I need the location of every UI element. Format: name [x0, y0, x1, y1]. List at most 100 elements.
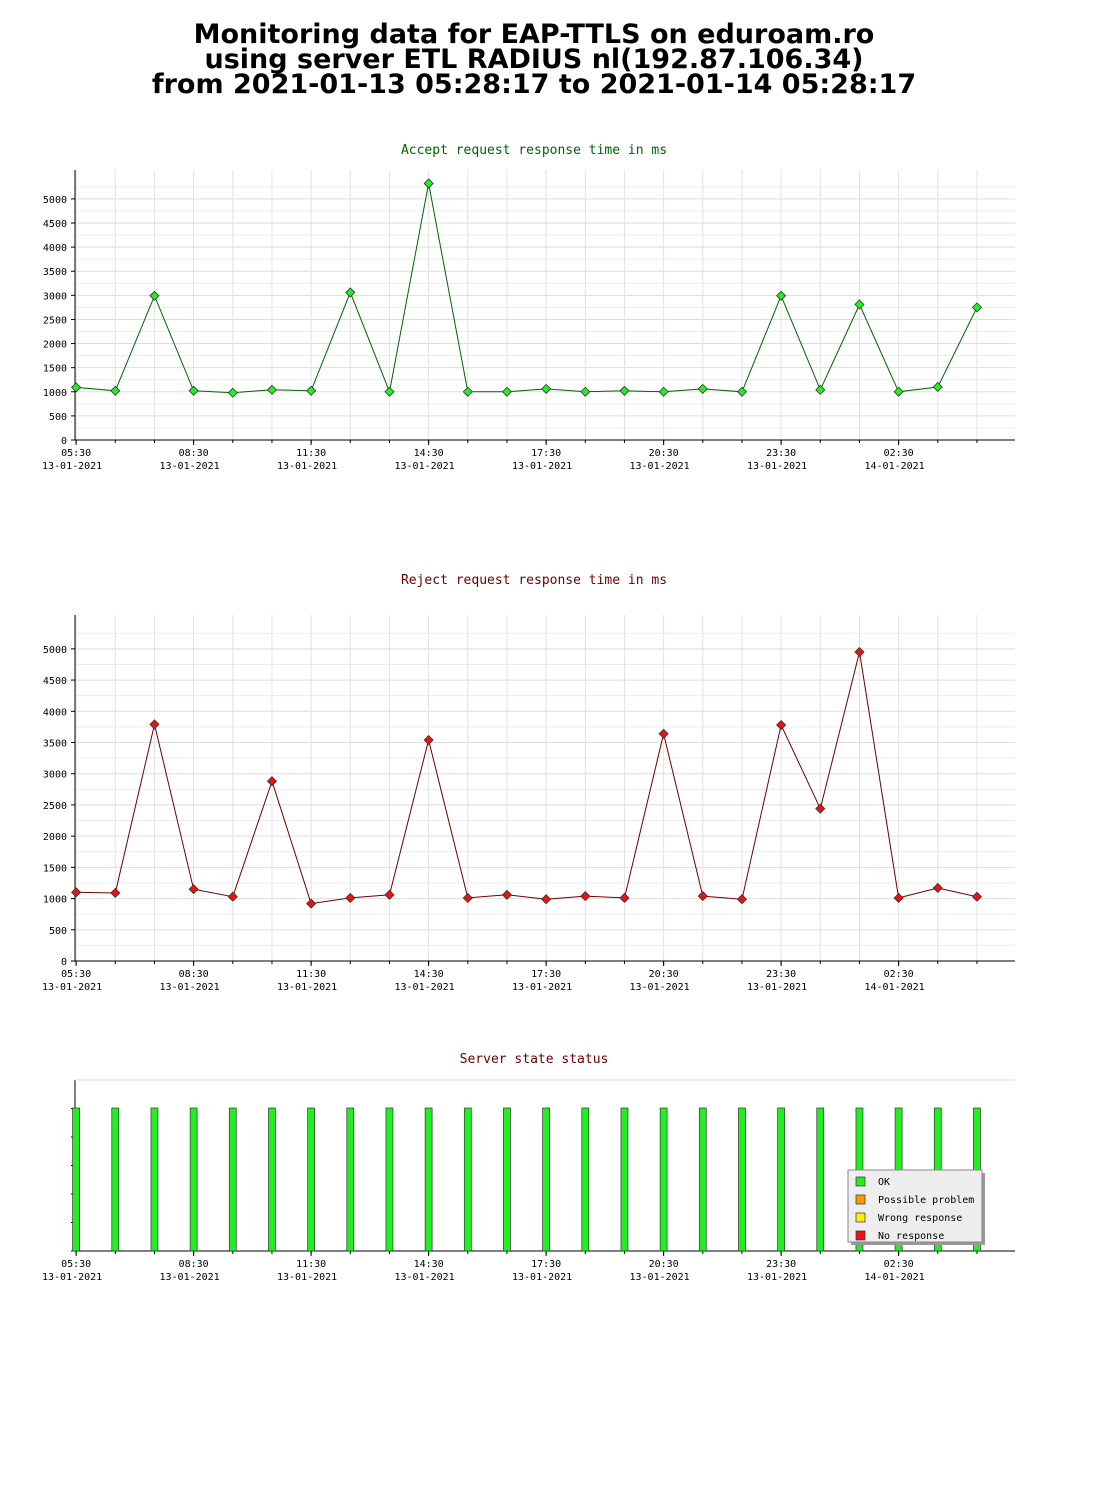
data-point	[815, 803, 826, 814]
x-tick-date: 13-01-2021	[160, 982, 220, 993]
status-bar	[268, 1107, 276, 1252]
status-bar	[385, 1107, 394, 1252]
title-line-1: Monitoring data for EAP-TTLS on eduroam.…	[193, 19, 875, 50]
data-point	[697, 383, 708, 394]
x-tick-time: 17:30	[531, 448, 561, 459]
data-point	[227, 891, 238, 902]
status-bar	[738, 1107, 746, 1252]
legend-swatch	[855, 1212, 866, 1223]
x-tick-date: 14-01-2021	[865, 1272, 925, 1283]
status-bar	[542, 1107, 550, 1252]
data-point	[932, 381, 943, 393]
x-tick-date: 13-01-2021	[160, 461, 220, 472]
data-point	[697, 891, 708, 902]
x-tick-date: 14-01-2021	[865, 982, 925, 993]
status-bar	[463, 1107, 472, 1252]
title-line-2: using server ETL RADIUS nl(192.87.106.34…	[204, 44, 864, 75]
x-tick-date: 13-01-2021	[512, 1272, 572, 1283]
y-tick-label: 4000	[43, 707, 67, 718]
data-point	[854, 646, 865, 658]
legend-label: OK	[878, 1177, 890, 1188]
y-tick-label: 2500	[43, 315, 67, 326]
data-point	[971, 891, 983, 902]
y-tick-label: 3500	[43, 267, 67, 278]
x-tick-date: 13-01-2021	[42, 982, 102, 993]
data-point	[932, 882, 943, 894]
data-point	[110, 887, 121, 899]
x-tick-date: 13-01-2021	[277, 1272, 337, 1283]
y-tick-label: 4500	[43, 219, 67, 230]
data-point	[188, 884, 199, 895]
data-point	[188, 385, 199, 396]
status-bar	[424, 1107, 433, 1252]
chart-title: Server state status	[460, 1052, 609, 1067]
x-tick-date: 13-01-2021	[630, 982, 690, 993]
data-point	[71, 887, 82, 898]
status-bar	[307, 1107, 315, 1252]
title-line-3: from 2021-01-13 05:28:17 to 2021-01-14 0…	[151, 69, 917, 100]
x-tick-date: 13-01-2021	[277, 461, 337, 472]
status-bar	[111, 1107, 120, 1252]
legend-box	[847, 1169, 983, 1243]
x-tick-date: 13-01-2021	[395, 1272, 455, 1283]
x-tick-time: 20:30	[649, 448, 679, 459]
x-tick-date: 13-01-2021	[512, 461, 572, 472]
y-tick-label: 1500	[43, 863, 67, 874]
chart-title: Reject request response time in ms	[401, 573, 667, 588]
data-point	[619, 892, 630, 904]
x-tick-date: 14-01-2021	[865, 461, 925, 472]
data-point	[462, 892, 473, 904]
status-bar	[189, 1107, 198, 1252]
data-point	[658, 386, 669, 397]
x-tick-date: 13-01-2021	[395, 461, 455, 472]
data-point	[893, 386, 904, 397]
x-tick-time: 17:30	[531, 969, 561, 980]
y-tick-label: 0	[61, 436, 67, 447]
status-bar	[698, 1107, 707, 1252]
data-point	[658, 728, 669, 739]
x-tick-date: 13-01-2021	[42, 461, 102, 472]
x-tick-time: 08:30	[179, 448, 209, 459]
data-point	[149, 719, 160, 730]
x-tick-date: 13-01-2021	[277, 982, 337, 993]
y-tick-label: 2000	[43, 340, 67, 351]
status-bar	[72, 1107, 80, 1252]
x-tick-date: 13-01-2021	[395, 982, 455, 993]
x-tick-time: 11:30	[296, 969, 326, 980]
data-point	[345, 287, 356, 298]
y-tick-label: 3000	[43, 291, 67, 302]
data-point	[423, 178, 434, 189]
chart-title: Accept request response time in ms	[401, 143, 667, 158]
legend-label: Possible problem	[878, 1195, 974, 1206]
data-point	[227, 387, 238, 398]
y-tick-label: 1000	[43, 388, 67, 399]
x-tick-time: 14:30	[414, 969, 444, 980]
data-point	[501, 386, 513, 397]
x-tick-time: 17:30	[531, 1259, 561, 1270]
legend-swatch	[855, 1230, 866, 1241]
x-tick-date: 13-01-2021	[630, 1272, 690, 1283]
data-point	[854, 299, 865, 310]
y-tick-label: 1500	[43, 364, 67, 375]
reject-response-chart: Reject request response time in ms 0 500 10…	[42, 573, 1015, 993]
legend-label: Wrong response	[878, 1213, 962, 1224]
y-tick-label: 3500	[43, 738, 67, 749]
data-point	[71, 382, 82, 393]
x-tick-time: 23:30	[766, 969, 796, 980]
data-point	[384, 889, 395, 900]
status-bar	[150, 1107, 159, 1252]
data-point	[384, 386, 395, 397]
status-bar	[620, 1107, 629, 1252]
status-bar	[816, 1107, 825, 1252]
x-tick-time: 08:30	[179, 969, 209, 980]
server-status-chart: Server state status 05:30 13-01-2021 08:30 1…	[42, 1052, 1015, 1283]
y-tick-label: 4000	[43, 243, 67, 254]
y-tick-label: 5000	[43, 195, 67, 206]
x-tick-time: 05:30	[61, 969, 91, 980]
data-point	[423, 734, 434, 746]
legend-swatch	[855, 1194, 866, 1205]
data-point	[462, 386, 473, 397]
x-tick-time: 20:30	[649, 969, 679, 980]
x-tick-time: 14:30	[414, 1259, 444, 1270]
x-tick-date: 13-01-2021	[512, 982, 572, 993]
